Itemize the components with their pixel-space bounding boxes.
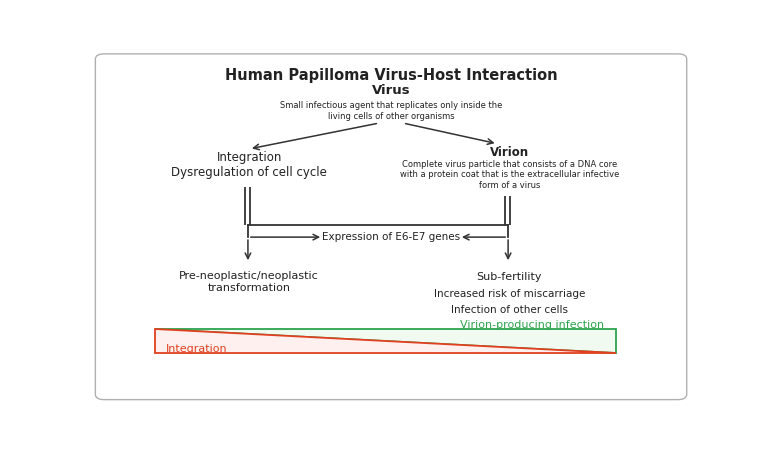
Text: Human Papilloma Virus-Host Interaction: Human Papilloma Virus-Host Interaction <box>225 68 557 83</box>
Text: Sub-fertility: Sub-fertility <box>477 272 542 282</box>
FancyBboxPatch shape <box>95 54 687 400</box>
Text: Integration: Integration <box>166 343 228 353</box>
Text: Integration
Dysregulation of cell cycle: Integration Dysregulation of cell cycle <box>171 150 327 179</box>
Text: Infection of other cells: Infection of other cells <box>451 305 568 315</box>
Text: Small infectious agent that replicates only inside the
living cells of other org: Small infectious agent that replicates o… <box>280 101 502 121</box>
Text: Increased risk of miscarriage: Increased risk of miscarriage <box>433 289 585 299</box>
Text: Virion-producing infection: Virion-producing infection <box>460 320 604 330</box>
Polygon shape <box>154 329 616 353</box>
Text: Complete virus particle that consists of a DNA core
with a protein coat that is : Complete virus particle that consists of… <box>400 160 619 190</box>
Text: Virion: Virion <box>490 146 529 159</box>
Text: Expression of E6-E7 genes: Expression of E6-E7 genes <box>322 232 460 242</box>
Polygon shape <box>154 329 616 353</box>
Text: Pre-neoplastic/neoplastic
transformation: Pre-neoplastic/neoplastic transformation <box>179 271 319 293</box>
Text: Virus: Virus <box>372 84 410 97</box>
